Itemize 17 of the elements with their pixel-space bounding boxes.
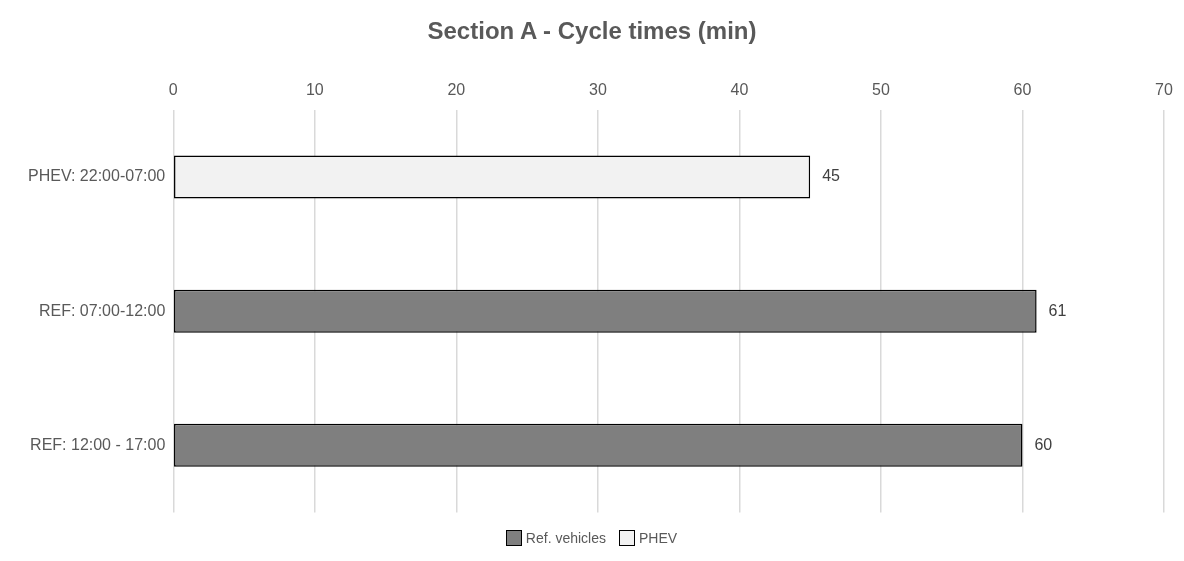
- x-tick-label: 60: [1013, 80, 1032, 98]
- y-tick-label: REF: 12:00 - 17:00: [30, 435, 166, 453]
- data-label: 60: [1034, 435, 1053, 453]
- x-tick-label: 30: [588, 80, 607, 98]
- chart-title: Section A - Cycle times (min): [427, 17, 757, 45]
- x-tick-label: 0: [168, 80, 178, 98]
- y-tick-label: PHEV: 22:00-07:00: [27, 167, 166, 185]
- y-tick-label: REF: 07:00-12:00: [38, 301, 166, 319]
- data-label: 45: [822, 167, 841, 185]
- legend-label: Ref. vehicles: [525, 530, 607, 546]
- x-tick-label: 40: [730, 80, 749, 98]
- x-tick-label: 50: [872, 80, 890, 98]
- x-tick-label: 20: [447, 80, 466, 98]
- data-label: 61: [1048, 301, 1067, 319]
- x-tick-label: 70: [1155, 80, 1173, 98]
- legend-label: PHEV: [639, 530, 678, 546]
- x-tick-label: 10: [305, 80, 324, 98]
